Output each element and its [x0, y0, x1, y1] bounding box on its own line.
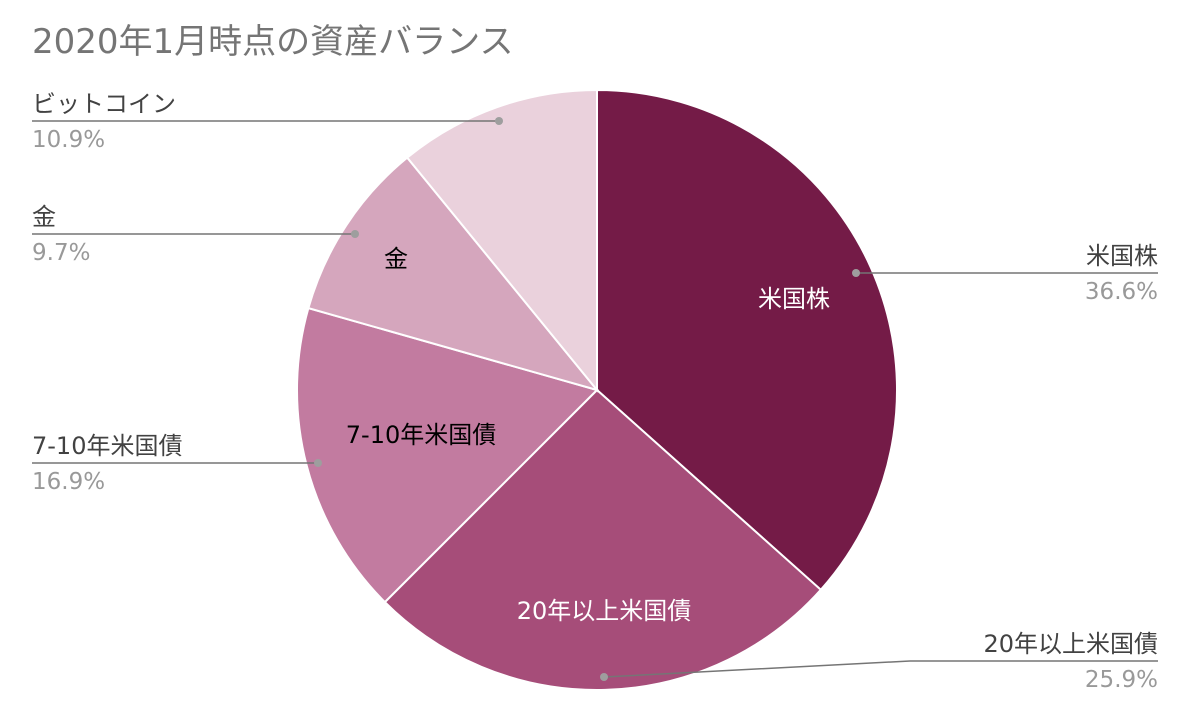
callout-label: 金 — [32, 203, 56, 231]
callout-label: 20年以上米国債 — [983, 630, 1158, 658]
callout-label: ビットコイン — [32, 90, 176, 118]
callout-label: 米国株 — [1086, 242, 1158, 270]
callout-percent: 10.9% — [32, 127, 105, 153]
slice-inner-label: 米国株 — [758, 285, 830, 313]
callout-percent: 36.6% — [1085, 279, 1158, 305]
leader-dot — [852, 269, 860, 277]
pie-slice — [405, 88, 598, 393]
leader-dot — [314, 459, 322, 467]
slice-inner-label: 金 — [384, 245, 408, 273]
callout-percent: 9.7% — [32, 240, 90, 266]
leader-dot — [600, 673, 608, 681]
slice-inner-label: 7-10年米国債 — [346, 421, 496, 449]
pie-slice — [295, 306, 599, 604]
leader-dot — [351, 230, 359, 238]
slice-inner-label: 20年以上米国債 — [517, 597, 692, 625]
callout-percent: 16.9% — [32, 469, 105, 495]
leader-line — [603, 660, 1158, 678]
pie-slice — [596, 88, 898, 592]
pie-slice — [307, 156, 600, 392]
callout-label: 7-10年米国債 — [32, 432, 182, 460]
pie-slice — [383, 388, 823, 691]
callout-percent: 25.9% — [1085, 667, 1158, 693]
chart-title: 2020年1月時点の資産バランス — [32, 22, 514, 62]
leader-dot — [495, 117, 503, 125]
